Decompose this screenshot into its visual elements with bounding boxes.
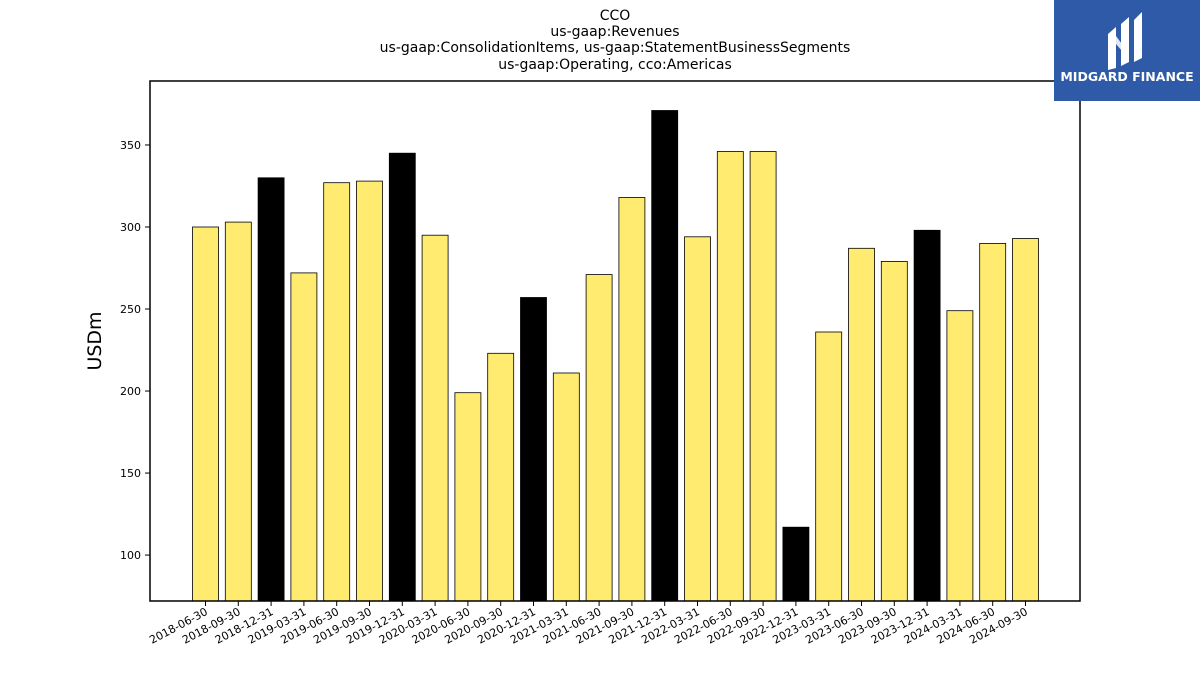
bar-2020-06-30 [454, 392, 482, 602]
bar-2021-03-31 [552, 372, 580, 602]
y-tick-label: 300 [120, 221, 141, 234]
y-tick-label: 150 [120, 467, 141, 480]
bar-2021-09-30 [618, 197, 646, 602]
bar-2023-12-31 [913, 229, 941, 602]
bar-2019-06-30 [323, 182, 351, 602]
bar-2024-09-30 [1012, 238, 1039, 602]
title-line-4: us-gaap:Operating, cco:Americas [498, 57, 731, 73]
logo-text: MIDGARD FINANCE [1060, 69, 1193, 84]
bar-2019-12-31 [388, 152, 416, 602]
bar-2023-09-30 [880, 260, 908, 602]
x-axis-ticks: 2018-06-302018-09-302018-12-312019-03-31… [147, 601, 1030, 647]
y-tick-label: 100 [120, 549, 141, 562]
midgard-finance-logo: MIDGARD FINANCE [1054, 0, 1200, 101]
chart-title: CCO us-gaap:Revenues us-gaap:Consolidati… [380, 8, 851, 73]
bar-2022-09-30 [749, 151, 777, 602]
midgard-m-logo-icon [1108, 12, 1142, 70]
bar-2024-03-31 [946, 310, 974, 602]
bar-2018-12-31 [257, 177, 285, 602]
bar-2019-03-31 [290, 272, 318, 602]
bar-2018-09-30 [224, 221, 252, 602]
bars-group [192, 110, 1039, 602]
bar-2019-09-30 [356, 180, 383, 602]
bar-2022-12-31 [782, 526, 810, 602]
bar-2022-03-31 [684, 236, 711, 602]
bar-2021-12-31 [651, 110, 679, 602]
plot-frame [149, 80, 1081, 602]
title-line-3: us-gaap:ConsolidationItems, us-gaap:Stat… [380, 40, 851, 56]
title-line-2: us-gaap:Revenues [550, 24, 679, 40]
y-axis-ticks: 100 150 200 250 300 350 [120, 139, 150, 562]
bar-2020-12-31 [520, 297, 547, 602]
bar-2022-06-30 [716, 151, 744, 602]
bar-2018-06-30 [192, 226, 219, 602]
y-tick-label: 200 [120, 385, 141, 398]
y-axis-label: USDm [84, 311, 106, 370]
bar-2021-06-30 [585, 274, 613, 602]
bar-2024-06-30 [979, 242, 1007, 602]
bar-2023-06-30 [848, 247, 875, 602]
bar-2020-03-31 [421, 234, 449, 602]
title-line-1: CCO [600, 8, 631, 24]
bar-2023-03-31 [815, 331, 843, 602]
bar-2020-09-30 [487, 352, 515, 602]
y-tick-label: 250 [120, 303, 141, 316]
y-tick-label: 350 [120, 139, 141, 152]
